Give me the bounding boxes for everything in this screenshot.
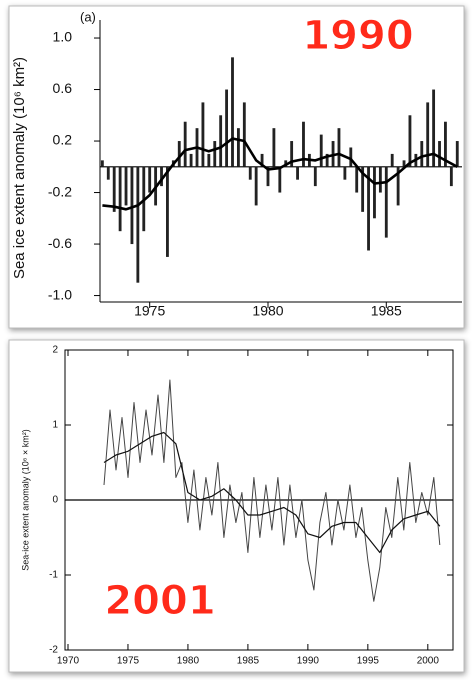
y-tick-label: -0.2 [48, 183, 72, 199]
bar [290, 141, 294, 167]
bar [302, 121, 305, 167]
panel-label: (a) [80, 9, 96, 24]
x-tick-label: 1995 [357, 656, 380, 667]
bar [201, 102, 205, 167]
bar [254, 166, 258, 206]
bar [278, 166, 282, 193]
bar [236, 128, 240, 167]
bar [378, 166, 382, 193]
x-tick-label: 1990 [297, 656, 320, 667]
bar [343, 166, 347, 180]
y-tick-label: 1 [52, 420, 58, 431]
bar [449, 166, 453, 187]
year-annotation: 2001 [104, 578, 215, 624]
bar [148, 166, 152, 193]
bar [124, 166, 128, 206]
bar [219, 115, 223, 167]
bar [438, 141, 441, 167]
y-axis-label: Sea-ice extent anomaly (10⁶ × km²) [20, 429, 30, 571]
x-tick-label: 1975 [117, 656, 140, 667]
bar [272, 128, 276, 167]
y-tick-label: -0.6 [48, 235, 72, 251]
bar [248, 166, 252, 180]
bar [355, 166, 359, 193]
line [102, 137, 458, 211]
bar [444, 121, 447, 167]
bar [296, 166, 299, 180]
bar [420, 141, 424, 167]
y-tick-label: 0.6 [53, 80, 73, 96]
bar [432, 89, 436, 167]
line [103, 431, 441, 554]
x-tick-label: 1985 [371, 303, 402, 319]
bar [349, 147, 353, 167]
y-tick-label: -1.0 [48, 286, 72, 302]
bar [390, 153, 394, 167]
x-tick-label: 1970 [57, 656, 80, 667]
bar [207, 153, 211, 167]
bar [106, 166, 110, 180]
bar [337, 128, 341, 167]
bar [402, 160, 406, 167]
bar [313, 166, 317, 187]
y-axis-label: Sea ice extent anomaly (10⁶ km²) [11, 57, 28, 279]
bar [319, 134, 323, 167]
panel-bottom [8, 339, 465, 673]
y-tick-label: -2 [49, 645, 58, 656]
bar [408, 115, 412, 167]
y-tick-label: 0.2 [53, 132, 73, 148]
y-tick-label: 0 [52, 495, 58, 506]
bar [361, 166, 365, 212]
bar [242, 102, 246, 167]
bar [118, 166, 122, 232]
bar [225, 89, 229, 167]
bar [189, 153, 193, 167]
bar [367, 166, 370, 251]
bar [373, 166, 376, 219]
y-tick-label: -1 [49, 570, 58, 581]
bar [177, 141, 181, 167]
x-tick-label: 2000 [417, 656, 440, 667]
bar [130, 166, 134, 245]
bar [455, 141, 459, 167]
x-tick-label: 1975 [134, 303, 165, 319]
bar [231, 57, 234, 167]
bar [384, 166, 388, 238]
bar [426, 102, 430, 167]
x-tick-label: 1980 [252, 303, 283, 319]
bar [260, 153, 264, 167]
year-annotation: 1990 [302, 13, 413, 59]
bar [100, 160, 104, 167]
bar [266, 166, 270, 187]
bar [160, 166, 163, 187]
bar [183, 121, 187, 167]
bar [112, 166, 116, 212]
bar [136, 166, 140, 283]
x-tick-label: 1985 [237, 656, 260, 667]
bar [166, 166, 169, 257]
x-tick-label: 1980 [177, 656, 200, 667]
bar [325, 153, 329, 167]
y-tick-label: 2 [52, 345, 58, 356]
bar [213, 141, 217, 167]
y-tick-label: 1.0 [53, 29, 73, 45]
bar [396, 166, 400, 206]
line [103, 379, 441, 602]
